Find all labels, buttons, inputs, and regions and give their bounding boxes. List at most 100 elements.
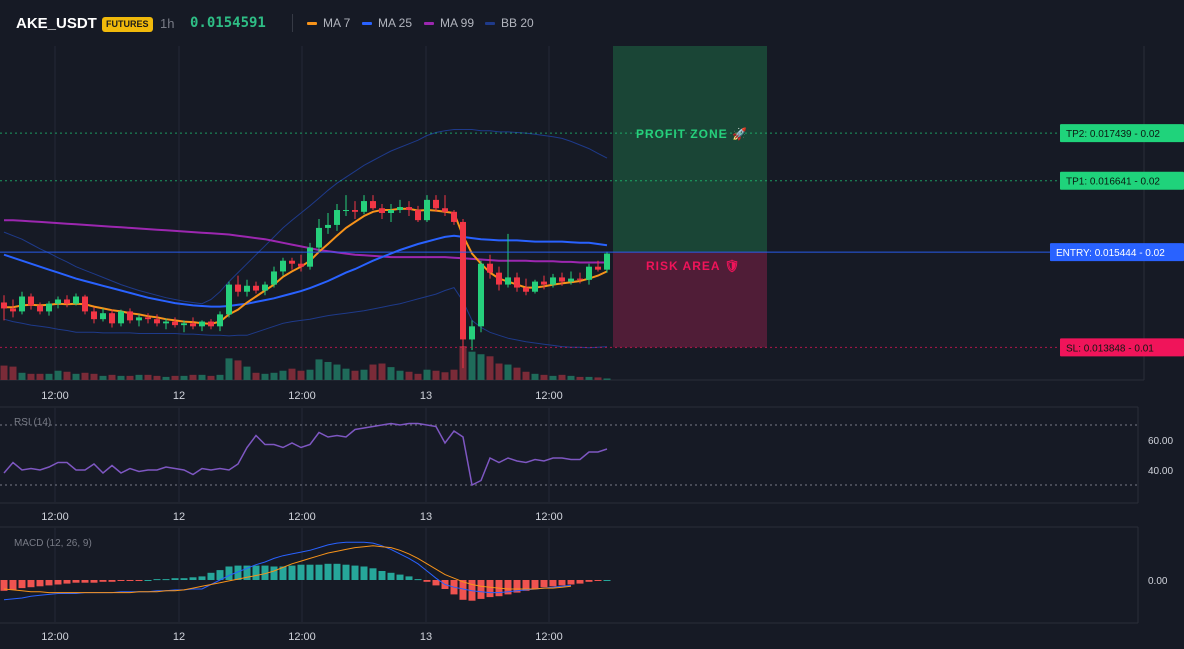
- bb-lower-line: [3, 287, 608, 349]
- volume-bar: [306, 369, 314, 380]
- x-axis-tick-label: 12:00: [288, 631, 316, 643]
- candle-body: [145, 317, 151, 320]
- candle-body: [541, 281, 547, 285]
- volume-bar: [531, 373, 539, 380]
- candle-body: [460, 221, 466, 340]
- candle-body: [604, 253, 610, 270]
- candle-body: [82, 296, 88, 312]
- macd-histogram-bar: [270, 566, 278, 580]
- volume-bar: [513, 367, 521, 380]
- volume-bar: [297, 370, 305, 380]
- volume-bar: [603, 378, 611, 380]
- legend-bb20-label: BB 20: [501, 16, 534, 30]
- candle-body: [289, 260, 295, 264]
- candle-body: [154, 319, 160, 324]
- candle-body: [109, 313, 115, 324]
- candle-body: [199, 321, 205, 327]
- volume-bar: [261, 373, 269, 380]
- macd-histogram-bar: [297, 564, 305, 580]
- price-lines: TP2: 0.017439 - 0.02 TP1: 0.016641 - 0.02…: [0, 124, 1184, 357]
- macd-histogram-bar: [90, 580, 98, 583]
- macd-histogram-bar: [288, 565, 296, 580]
- volume-bar: [108, 374, 116, 380]
- candle-body: [37, 305, 43, 312]
- candle-body: [73, 296, 79, 304]
- symbol-label[interactable]: AKE_USDT: [16, 15, 97, 32]
- macd-histogram-bar: [27, 580, 35, 588]
- x-axis-tick-label: 12:00: [535, 511, 563, 523]
- candle-body: [397, 207, 403, 211]
- candle-body: [514, 277, 520, 288]
- candle-body: [442, 208, 448, 212]
- legend-bb20[interactable]: BB 20: [485, 16, 534, 30]
- legend-ma99[interactable]: MA 99: [424, 16, 474, 30]
- volume-bar: [72, 373, 80, 380]
- volume-bars: [0, 346, 611, 380]
- macd-histogram-bar: [603, 580, 611, 581]
- volume-bar: [54, 370, 62, 380]
- macd-histogram-bar: [324, 563, 332, 580]
- interval-label[interactable]: 1h: [160, 16, 175, 31]
- macd-histogram-bar: [234, 565, 242, 580]
- ma99-line: [4, 219, 607, 264]
- legend-ma25[interactable]: MA 25: [362, 16, 412, 30]
- axes: 12:00 12:00 12:00 12 12 12 12:00 12:00 12:00 13 13…: [41, 390, 563, 643]
- macd-histogram-bar: [486, 580, 494, 598]
- profit-zone-label: PROFIT ZONE 🚀: [636, 127, 748, 141]
- macd-histogram-bar: [243, 565, 251, 580]
- macd-histogram-bar: [162, 579, 170, 581]
- macd-histogram-bar: [9, 580, 17, 590]
- candle-body: [127, 311, 133, 321]
- macd-histogram-bar: [522, 580, 530, 591]
- volume-bar: [405, 371, 413, 380]
- x-axis-tick-label: 12:00: [41, 631, 69, 643]
- candle-body: [262, 284, 268, 291]
- volume-bar: [549, 375, 557, 380]
- rsi-y-tick-label: 40.00: [1148, 466, 1173, 477]
- candle-body: [415, 210, 421, 221]
- macd-histogram-bar: [576, 580, 584, 584]
- x-axis-tick-label: 12:00: [41, 390, 69, 402]
- volume-bar: [414, 373, 422, 380]
- macd-histogram-bar: [225, 566, 233, 580]
- volume-bar: [63, 371, 71, 380]
- legend-ma7[interactable]: MA 7: [307, 16, 350, 30]
- macd-histogram-bar: [387, 572, 395, 580]
- volume-bar: [324, 361, 332, 380]
- candle-body: [163, 321, 169, 324]
- macd-histogram-bar: [279, 566, 287, 580]
- candle-body: [433, 199, 439, 209]
- volume-bar: [432, 370, 440, 380]
- volume-bar: [153, 375, 161, 380]
- trade-zones: PROFIT ZONE 🚀 RISK AREA 🛡: [613, 46, 767, 348]
- volume-bar: [9, 366, 17, 380]
- x-axis-tick-label: 12:00: [41, 511, 69, 523]
- candle-body: [28, 296, 34, 306]
- macd-histogram-bar: [414, 579, 422, 581]
- volume-bar: [225, 358, 233, 380]
- macd-title: MACD (12, 26, 9): [14, 538, 92, 549]
- candle-body: [244, 285, 250, 292]
- volume-bar: [441, 372, 449, 380]
- legend-ma25-label: MA 25: [378, 16, 413, 30]
- volume-bar: [585, 376, 593, 380]
- candle-body: [181, 323, 187, 326]
- volume-bar: [495, 363, 503, 380]
- macd-signal-line: [3, 545, 572, 594]
- macd-histogram-bar: [252, 565, 260, 580]
- candle-body: [235, 284, 241, 292]
- volume-bar: [288, 368, 296, 380]
- volume-bar: [270, 372, 278, 380]
- candle-body: [532, 281, 538, 292]
- volume-bar: [387, 367, 395, 380]
- volume-bar: [486, 356, 494, 380]
- x-axis-tick-label: 13: [420, 390, 432, 402]
- volume-bar: [252, 372, 260, 380]
- volume-bar: [378, 363, 386, 380]
- macd-histogram-bar: [513, 580, 521, 593]
- candle-body: [406, 207, 412, 211]
- macd-histogram-bar: [36, 580, 44, 587]
- macd-histogram-bar: [351, 565, 359, 580]
- candle-body: [424, 199, 430, 221]
